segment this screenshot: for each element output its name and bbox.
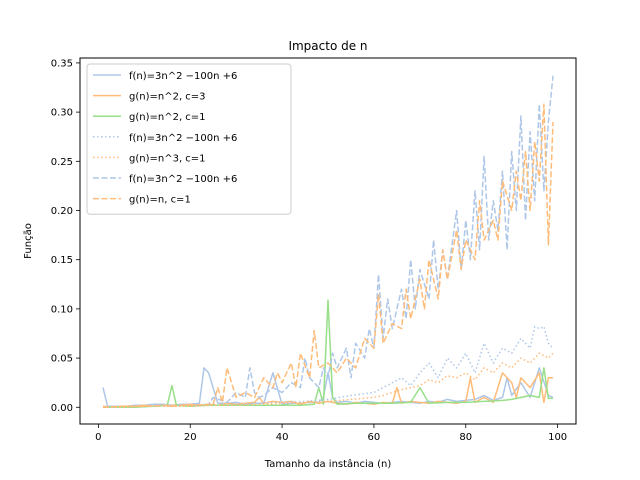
x-tick-label: 0 bbox=[95, 432, 101, 443]
y-tick-label: 0.35 bbox=[51, 58, 73, 69]
legend-label: g(n)=n, c=1 bbox=[129, 195, 191, 206]
y-tick-label: 0.25 bbox=[51, 157, 73, 168]
x-tick-label: 80 bbox=[459, 432, 472, 443]
legend: f(n)=3n^2 −100n +6 g(n)=n^2, c=3 g(n)=n^2,… bbox=[86, 63, 292, 215]
legend-label: g(n)=n^2, c=3 bbox=[129, 92, 206, 103]
x-tick-label: 100 bbox=[548, 432, 567, 443]
y-tick-label: 0.20 bbox=[51, 206, 73, 217]
chart-title: Impacto de n bbox=[288, 39, 367, 53]
series-line-6 bbox=[102, 75, 554, 409]
series-line-7 bbox=[102, 103, 554, 409]
plot-area bbox=[102, 75, 554, 409]
series-line-1 bbox=[102, 367, 554, 408]
axes-frame bbox=[79, 57, 577, 425]
x-tick-label: 60 bbox=[368, 432, 381, 443]
legend-label: f(n)=3n^2 −100n +6 bbox=[129, 71, 237, 82]
x-axis-label: Tamanho da instância (n) bbox=[264, 458, 392, 470]
series-line-5 bbox=[103, 352, 554, 409]
y-tick-label: 0.05 bbox=[51, 354, 73, 365]
x-tick-label: 40 bbox=[276, 432, 289, 443]
x-tick-label: 20 bbox=[184, 432, 197, 443]
y-tick-label: 0.15 bbox=[51, 255, 73, 266]
legend-label: g(n)=n^2, c=1 bbox=[129, 112, 206, 123]
y-axis-label: Função bbox=[23, 223, 34, 259]
legend-label: g(n)=n^3, c=1 bbox=[129, 153, 206, 164]
legend-label: f(n)=3n^2 −100n +6 bbox=[129, 174, 237, 185]
y-tick-label: 0.30 bbox=[51, 108, 73, 119]
legend-box bbox=[86, 63, 292, 215]
x-axis: 0 20 40 60 80 100 bbox=[95, 424, 567, 443]
y-tick-label: 0.00 bbox=[51, 403, 73, 414]
y-axis: 0.00 0.05 0.10 0.15 0.20 0.25 0.30 0.35 bbox=[51, 58, 80, 414]
y-tick-label: 0.10 bbox=[51, 304, 73, 315]
legend-label: f(n)=3n^2 −100n +6 bbox=[129, 133, 237, 144]
